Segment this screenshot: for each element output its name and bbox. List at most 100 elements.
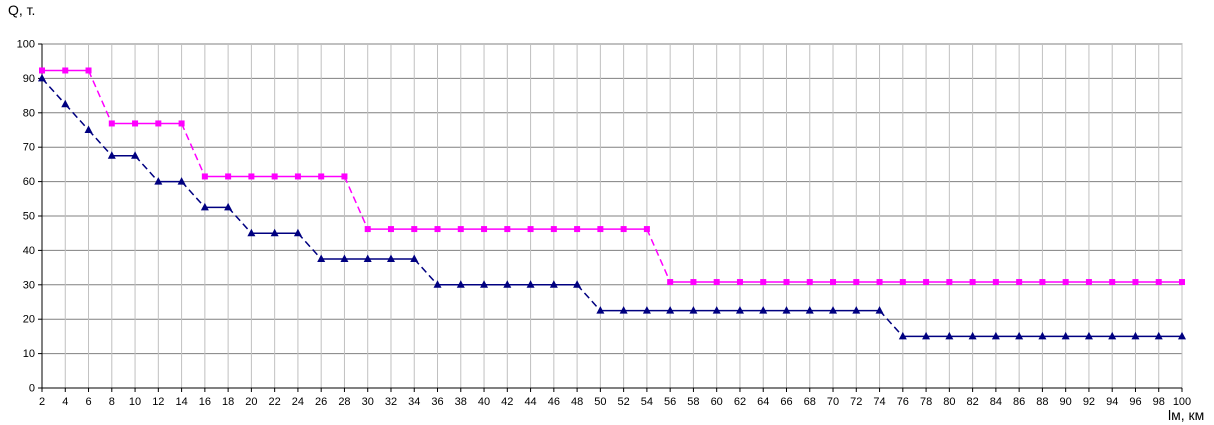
x-tick-label: 12 — [152, 396, 164, 408]
x-tick-label: 48 — [571, 396, 583, 408]
series-1-point — [1132, 279, 1139, 286]
series-1-point — [550, 226, 557, 233]
y-tick-label: 70 — [23, 142, 35, 154]
x-tick-label: 86 — [1013, 396, 1025, 408]
series-2-point — [107, 151, 116, 159]
x-tick-label: 52 — [618, 396, 630, 408]
series-2-point — [968, 331, 977, 340]
x-tick-label: 4 — [62, 396, 68, 408]
series-2-segment — [134, 155, 159, 183]
x-tick-label: 46 — [548, 396, 560, 408]
x-tick-label: 66 — [780, 396, 792, 408]
x-tick-label: 36 — [431, 396, 443, 408]
y-tick-label: 90 — [23, 73, 35, 85]
series-2-segment — [181, 181, 206, 208]
series-2-point — [1061, 331, 1070, 340]
series-2-segment — [41, 77, 66, 105]
series-1-point — [341, 173, 348, 180]
series-1-point — [1155, 279, 1162, 286]
series-1-point — [713, 279, 720, 286]
series-2-point — [1038, 331, 1047, 340]
series-1-segment — [343, 176, 369, 230]
series-1-point — [248, 173, 255, 180]
series-2-point — [852, 306, 861, 314]
series-1-point — [62, 67, 69, 74]
series-1-point — [108, 120, 115, 127]
series-2-point — [898, 331, 907, 340]
x-tick-label: 44 — [524, 396, 536, 408]
series-1-segment — [87, 70, 113, 124]
series-1-point — [387, 226, 394, 233]
series-2-point — [712, 306, 721, 314]
x-tick-label: 30 — [362, 396, 374, 408]
x-tick-label: 32 — [385, 396, 397, 408]
series-2-point — [293, 228, 302, 237]
x-tick-label: 6 — [85, 396, 91, 408]
x-tick-label: 90 — [1060, 396, 1072, 408]
y-tick-label: 10 — [23, 348, 35, 360]
x-tick-label: 64 — [757, 396, 769, 408]
series-1-point — [574, 226, 581, 233]
x-tick-label: 18 — [222, 396, 234, 408]
grid-lines — [38, 43, 1183, 392]
series-2-point — [84, 125, 93, 133]
series-2-point — [1084, 331, 1093, 340]
series-1-point — [946, 279, 953, 286]
series-1-point — [1016, 279, 1023, 286]
x-tick-label: 68 — [804, 396, 816, 408]
x-tick-label: 54 — [641, 396, 653, 408]
series-1-point — [225, 173, 232, 180]
series-1-point — [690, 279, 697, 286]
series-2-point — [386, 254, 395, 262]
x-tick-label: 96 — [1129, 396, 1141, 408]
series-2-point — [154, 177, 163, 185]
series-2-point — [991, 331, 1000, 340]
x-tick-label: 16 — [199, 396, 211, 408]
series-2-point — [875, 306, 884, 314]
series-1-point — [527, 226, 534, 233]
x-tick-label: 50 — [594, 396, 606, 408]
series-2-point — [666, 306, 675, 314]
x-tick-label: 72 — [850, 396, 862, 408]
x-axis-label: lм, км — [1168, 407, 1204, 423]
series-2-point — [735, 306, 744, 314]
series-1-point — [364, 226, 371, 233]
series-2-point — [433, 280, 442, 288]
series-1-point — [643, 226, 650, 233]
series-1-point — [830, 279, 837, 286]
series-1-segment — [646, 228, 671, 283]
series-2-point — [410, 254, 419, 262]
series-2-point — [480, 280, 489, 288]
x-tick-label: 70 — [827, 396, 839, 408]
x-tick-label: 88 — [1036, 396, 1048, 408]
x-tick-label: 14 — [175, 396, 187, 408]
series-2-point — [805, 306, 814, 314]
x-tick-label: 94 — [1106, 396, 1118, 408]
series-1-point — [899, 279, 906, 286]
series-layer — [38, 67, 1186, 340]
y-tick-label: 50 — [23, 211, 35, 223]
series-1-point — [1109, 279, 1116, 286]
series-2-point — [1015, 331, 1024, 340]
series-2-point — [922, 331, 931, 340]
x-tick-label: 84 — [990, 396, 1002, 408]
series-1-point — [853, 279, 860, 286]
series-2-point — [573, 280, 582, 288]
x-tick-label: 2 — [39, 396, 45, 408]
series-1-point — [1039, 279, 1046, 286]
series-1-point — [992, 279, 999, 286]
series-2-point — [61, 99, 70, 108]
y-tick-label: 40 — [23, 245, 35, 257]
x-tick-label: 42 — [501, 396, 513, 408]
series-2-segment — [878, 310, 904, 337]
series-1-point — [504, 226, 511, 233]
series-1-point — [155, 120, 162, 127]
x-tick-label: 100 — [1173, 396, 1191, 408]
series-2-point — [503, 280, 512, 288]
series-2-point — [363, 254, 372, 262]
x-tick-label: 78 — [920, 396, 932, 408]
x-tick-label: 40 — [478, 396, 490, 408]
x-tick-label: 58 — [687, 396, 699, 408]
series-2-segment — [576, 284, 601, 312]
